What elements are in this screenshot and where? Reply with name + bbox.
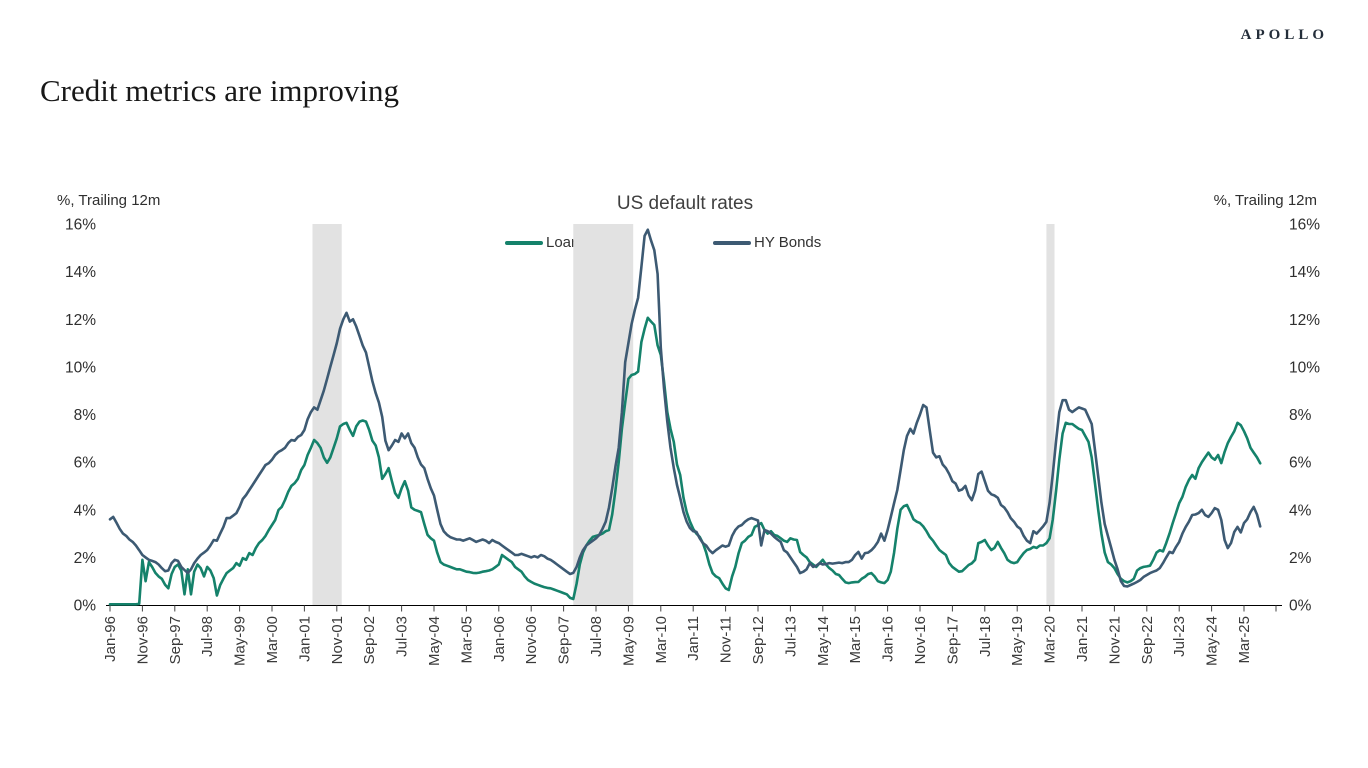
x-axis-label: Jan-21 <box>1074 616 1091 662</box>
x-axis-label: Nov-96 <box>134 616 151 664</box>
x-axis-label: Sep-22 <box>1139 616 1156 664</box>
chart-title: US default rates <box>616 193 754 214</box>
x-axis-label: Sep-17 <box>944 616 961 664</box>
y-axis-label-left: 0% <box>74 598 97 615</box>
legend-hy-bonds-label: HY Bonds <box>754 234 822 251</box>
x-axis-label: Jul-18 <box>977 616 994 657</box>
x-axis-label: May-04 <box>426 616 443 666</box>
x-axis-label: May-14 <box>815 616 832 666</box>
x-axis-label: Sep-12 <box>750 616 767 664</box>
y-axis-label-right: 16% <box>1289 217 1320 234</box>
x-axis-label: Nov-16 <box>912 616 929 664</box>
x-axis-label: Mar-25 <box>1236 616 1253 664</box>
x-axis-label: Mar-05 <box>458 616 475 664</box>
y-axis-label-right: 12% <box>1289 312 1320 329</box>
recession-band <box>312 224 342 605</box>
x-axis-label: Jul-13 <box>782 616 799 657</box>
y-axis-label-right: 2% <box>1289 550 1312 567</box>
x-axis-label: Nov-01 <box>329 616 346 664</box>
series-line-loans <box>108 316 1262 606</box>
x-axis-label: Jul-23 <box>1171 616 1188 657</box>
x-axis-label: Mar-20 <box>1042 616 1059 664</box>
x-axis-label: Jul-98 <box>199 616 216 657</box>
x-axis-label: Sep-02 <box>361 616 378 664</box>
loans-series-swatch <box>505 240 543 245</box>
x-axis-label: Nov-11 <box>718 616 735 663</box>
y-axis-label-right: 8% <box>1289 407 1312 424</box>
y-axis-label-left: 10% <box>65 359 96 376</box>
legend-item-hy-bonds: HY Bonds <box>713 234 821 251</box>
x-axis-label: Jan-01 <box>296 616 313 662</box>
x-axis-label: Jan-96 <box>102 616 119 662</box>
y-axis-label-right: 4% <box>1289 502 1312 519</box>
y-axis-label-right: 10% <box>1289 359 1320 376</box>
hy-bonds-series-swatch <box>713 240 751 245</box>
x-axis-label: May-24 <box>1204 616 1221 666</box>
x-axis-label: Mar-00 <box>264 616 281 664</box>
apollo-logo: APOLLO <box>1240 27 1328 43</box>
series-line-hy-bonds <box>108 228 1262 588</box>
left-axis-unit-label: %, Trailing 12m <box>57 192 161 209</box>
y-axis-label-left: 6% <box>74 455 97 472</box>
y-axis-label-left: 12% <box>65 312 96 329</box>
y-axis-label-left: 2% <box>74 550 97 567</box>
x-axis-label: Jan-06 <box>491 616 508 662</box>
x-axis-label: Jul-08 <box>588 616 605 657</box>
x-axis-label: Sep-97 <box>167 616 184 664</box>
x-axis-label: Mar-10 <box>653 616 670 664</box>
x-axis-label: Jul-03 <box>394 616 411 657</box>
x-axis-label: May-19 <box>1009 616 1026 666</box>
y-axis-label-right: 6% <box>1289 455 1312 472</box>
page-title: Credit metrics are improving <box>40 72 399 108</box>
y-axis-label-left: 16% <box>65 217 96 234</box>
x-axis-label: Nov-06 <box>523 616 540 664</box>
y-axis-label-right: 0% <box>1289 598 1312 615</box>
y-axis-label-left: 8% <box>74 407 97 424</box>
y-axis-label-left: 14% <box>65 264 96 281</box>
x-axis-label: May-09 <box>620 616 637 666</box>
x-axis-label: May-99 <box>232 616 249 666</box>
x-axis-label: Jan-11 <box>685 616 702 661</box>
x-axis-label: Nov-21 <box>1106 616 1123 664</box>
right-axis-unit-label: %, Trailing 12m <box>1213 192 1317 209</box>
x-axis-label: Mar-15 <box>847 616 864 664</box>
y-axis-label-right: 14% <box>1289 264 1320 281</box>
y-axis-label-left: 4% <box>74 502 97 519</box>
x-axis-label: Sep-07 <box>556 616 573 664</box>
recession-band <box>1046 224 1055 605</box>
x-axis-label: Jan-16 <box>880 616 897 662</box>
